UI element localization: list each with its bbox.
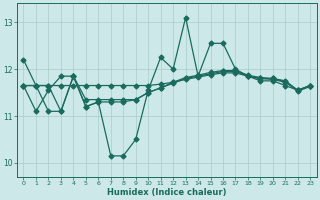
- X-axis label: Humidex (Indice chaleur): Humidex (Indice chaleur): [107, 188, 227, 197]
